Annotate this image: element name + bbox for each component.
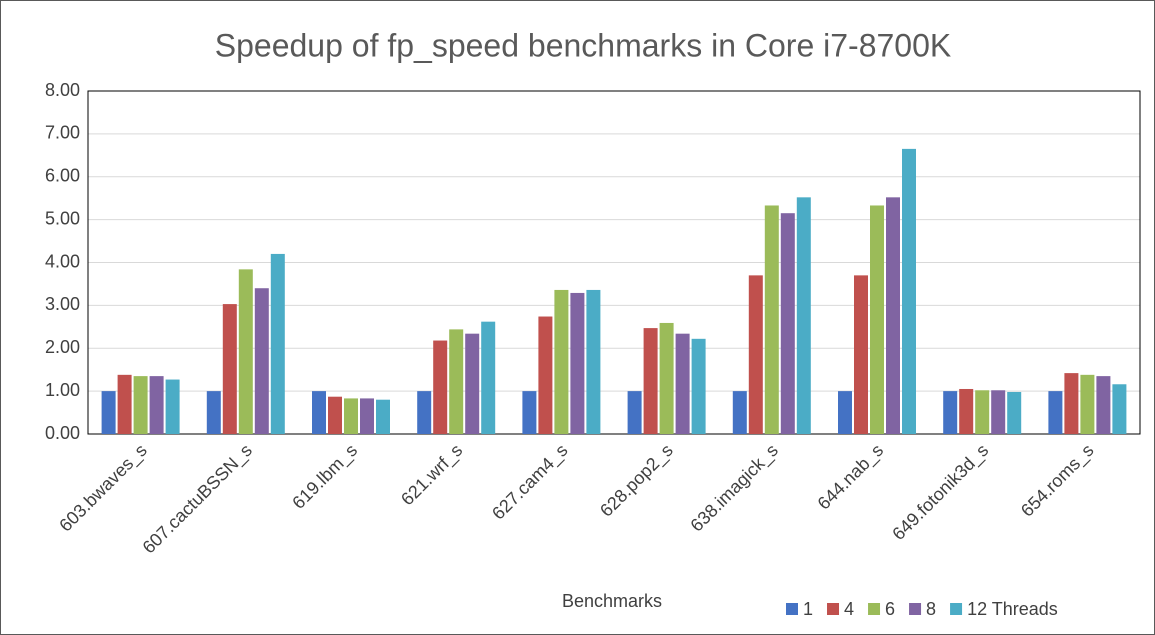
bar	[991, 390, 1006, 434]
bar	[165, 379, 180, 434]
bar	[312, 391, 326, 434]
bar	[254, 288, 269, 434]
bar	[238, 269, 253, 434]
bar	[675, 333, 690, 434]
y-tick-label: 4.00	[45, 251, 80, 271]
bar	[538, 316, 553, 434]
legend-label: 12 Threads	[967, 599, 1058, 619]
bar	[433, 340, 448, 434]
bar	[1007, 391, 1022, 434]
bar	[627, 391, 642, 434]
legend-label: 1	[803, 599, 813, 619]
y-tick-label: 6.00	[45, 166, 80, 186]
bar	[344, 398, 358, 434]
bar	[780, 213, 795, 434]
chart-title: Speedup of fp_speed benchmarks in Core i…	[215, 27, 951, 63]
bar	[1048, 391, 1063, 434]
legend-label: 6	[885, 599, 895, 619]
legend-swatch	[950, 603, 963, 615]
bar	[764, 205, 779, 434]
bar	[975, 390, 990, 434]
y-tick-label: 1.00	[45, 380, 80, 400]
bar	[222, 304, 237, 434]
bar	[570, 292, 585, 434]
bar	[959, 388, 974, 434]
bar	[376, 399, 390, 434]
legend-label: 4	[844, 599, 854, 619]
bar	[117, 374, 132, 434]
bar	[133, 376, 148, 434]
bar	[886, 197, 900, 434]
bar	[902, 148, 916, 434]
bar	[270, 253, 285, 434]
plot-border	[87, 90, 1141, 435]
legend-label: 8	[926, 599, 936, 619]
bar	[522, 391, 537, 434]
bar	[732, 391, 747, 434]
bar	[691, 338, 706, 434]
bar	[1096, 376, 1111, 434]
bar	[417, 391, 432, 434]
bar	[854, 275, 868, 434]
legend-swatch	[868, 603, 881, 615]
x-axis-label: Benchmarks	[562, 591, 662, 611]
bar	[465, 333, 480, 434]
bar	[554, 289, 569, 434]
y-tick-label: 5.00	[45, 208, 80, 228]
legend-swatch	[909, 603, 922, 615]
bar	[1064, 373, 1079, 434]
legend-swatch	[827, 603, 840, 615]
bar	[449, 329, 464, 434]
bar	[796, 197, 811, 434]
bar	[328, 396, 342, 434]
bar	[643, 328, 658, 434]
bar	[943, 391, 958, 434]
y-tick-label: 2.00	[45, 337, 80, 357]
bar	[360, 398, 374, 434]
bar	[659, 322, 674, 434]
bar	[481, 321, 496, 434]
y-tick-label: 7.00	[45, 123, 80, 143]
bar	[1080, 374, 1095, 434]
bar	[149, 376, 164, 434]
bar	[870, 205, 884, 434]
bar	[586, 289, 601, 434]
y-tick-label: 0.00	[45, 423, 80, 443]
bar	[206, 391, 221, 434]
legend-swatch	[786, 603, 798, 615]
bar	[1112, 384, 1127, 434]
bar	[748, 275, 763, 434]
bar	[838, 391, 852, 434]
y-tick-label: 8.00	[45, 80, 80, 100]
y-tick-label: 3.00	[45, 294, 80, 314]
bar	[101, 391, 116, 434]
